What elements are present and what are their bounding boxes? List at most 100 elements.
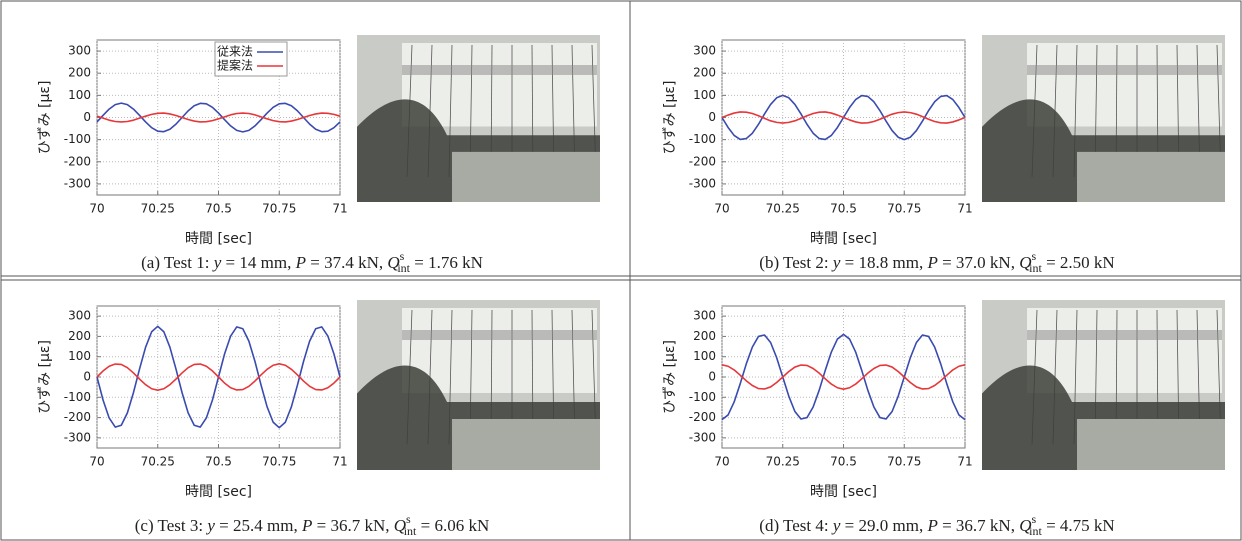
caption-part: y	[831, 516, 841, 535]
y-tick-label: 100	[693, 88, 716, 102]
caption-part: P	[926, 516, 937, 535]
series-line	[721, 111, 966, 124]
caption-part: (b) Test 2:	[759, 253, 833, 272]
x-tick-label: 70.25	[766, 455, 800, 469]
x-tick-label: 70.5	[830, 455, 857, 469]
photo-scale	[1027, 65, 1222, 75]
caption-part: = 36.7 kN,	[938, 516, 1019, 535]
x-tick-label: 70	[89, 455, 104, 469]
caption-part: = 14 mm,	[221, 253, 295, 272]
y-tick-label: -200	[64, 154, 91, 168]
caption-part: int	[397, 261, 410, 275]
caption-part: P	[926, 253, 937, 272]
series-line	[96, 363, 341, 391]
caption-part: Q	[1019, 253, 1031, 272]
y-axis-label: ひずみ [με]	[662, 81, 678, 155]
y-axis-label: ひずみ [με]	[37, 340, 53, 414]
caption-part: (a) Test 1:	[141, 253, 214, 272]
y-tick-label: -300	[64, 176, 91, 190]
caption-part: s	[1032, 512, 1037, 526]
x-axis-label: 時間 [sec]	[810, 484, 877, 500]
y-tick-label: -100	[64, 390, 91, 404]
y-tick-label: 200	[693, 66, 716, 80]
photo-floor	[452, 151, 600, 202]
caption-part: = 37.4 kN,	[306, 253, 387, 272]
caption-part: Q	[1019, 516, 1031, 535]
x-tick-label: 70.25	[141, 202, 175, 216]
y-tick-label: -200	[64, 410, 91, 424]
x-tick-label: 70.75	[887, 455, 921, 469]
y-tick-label: 200	[693, 329, 716, 343]
x-tick-label: 70.25	[141, 455, 175, 469]
photo-ruler	[402, 43, 597, 127]
y-tick-label: 0	[708, 370, 716, 384]
photo-floor	[1077, 151, 1225, 202]
photo	[982, 35, 1225, 202]
x-axis-label: 時間 [sec]	[185, 484, 252, 500]
legend-label: 従来法	[217, 45, 253, 59]
x-tick-label: 70.5	[830, 202, 857, 216]
y-tick-label: 300	[693, 44, 716, 58]
y-tick-label: -300	[64, 430, 91, 444]
photo-ruler	[1027, 308, 1222, 393]
caption-part: Q	[394, 516, 406, 535]
y-tick-label: 300	[68, 309, 91, 323]
x-tick-label: 70.75	[887, 202, 921, 216]
photo-scale	[402, 330, 597, 340]
series-line	[96, 102, 341, 133]
photo-floor	[1077, 419, 1225, 470]
photo-ruler	[1027, 43, 1222, 127]
legend-box	[214, 41, 288, 77]
y-tick-label: 300	[68, 44, 91, 58]
caption-part: (d) Test 4:	[759, 516, 833, 535]
y-tick-label: 300	[693, 309, 716, 323]
caption-part: P	[295, 253, 306, 272]
series-line	[721, 364, 966, 390]
caption-part: int	[404, 524, 417, 538]
photo	[357, 300, 600, 470]
caption-part: P	[301, 516, 312, 535]
caption-part: = 36.7 kN,	[312, 516, 393, 535]
caption-part: = 1.76 kN	[410, 253, 483, 272]
caption-part: s	[406, 512, 411, 526]
caption-part: = 18.8 mm,	[840, 253, 927, 272]
caption: (b) Test 2: y = 18.8 mm, P = 37.0 kN, Qs…	[759, 249, 1114, 275]
caption-part: = 37.0 kN,	[938, 253, 1019, 272]
caption-part: Q	[387, 253, 399, 272]
plot-area	[721, 305, 966, 449]
series-line	[96, 112, 341, 123]
y-tick-label: -200	[689, 154, 716, 168]
y-tick-label: -200	[689, 410, 716, 424]
caption-part: = 4.75 kN	[1042, 516, 1115, 535]
x-axis-label: 時間 [sec]	[810, 231, 877, 247]
caption-part: = 29.0 mm,	[840, 516, 927, 535]
y-tick-label: -100	[64, 132, 91, 146]
caption: (d) Test 4: y = 29.0 mm, P = 36.7 kN, Qs…	[759, 512, 1114, 538]
caption-part: int	[1029, 524, 1042, 538]
photo-floor	[452, 419, 600, 470]
x-tick-label: 70.75	[262, 455, 296, 469]
y-axis-label: ひずみ [με]	[37, 81, 53, 155]
photo	[982, 300, 1225, 470]
y-tick-label: 100	[68, 349, 91, 363]
caption-part: s	[400, 249, 405, 263]
y-tick-label: -300	[689, 176, 716, 190]
x-tick-label: 71	[332, 202, 347, 216]
legend-label: 提案法	[217, 58, 253, 73]
caption: (c) Test 3: y = 25.4 mm, P = 36.7 kN, Qs…	[135, 512, 489, 538]
caption-part: y	[212, 253, 222, 272]
y-tick-label: 0	[708, 110, 716, 124]
x-tick-label: 71	[957, 202, 972, 216]
x-tick-label: 70	[714, 455, 729, 469]
caption-part: = 6.06 kN	[416, 516, 489, 535]
caption-part: = 25.4 mm,	[215, 516, 302, 535]
y-tick-label: -100	[689, 132, 716, 146]
caption-part: (c) Test 3:	[135, 516, 208, 535]
y-axis-label: ひずみ [με]	[662, 340, 678, 414]
y-tick-label: 0	[83, 110, 91, 124]
x-tick-label: 71	[332, 455, 347, 469]
x-tick-label: 71	[957, 455, 972, 469]
caption-part: int	[1029, 261, 1042, 275]
photo-ruler	[402, 308, 597, 393]
